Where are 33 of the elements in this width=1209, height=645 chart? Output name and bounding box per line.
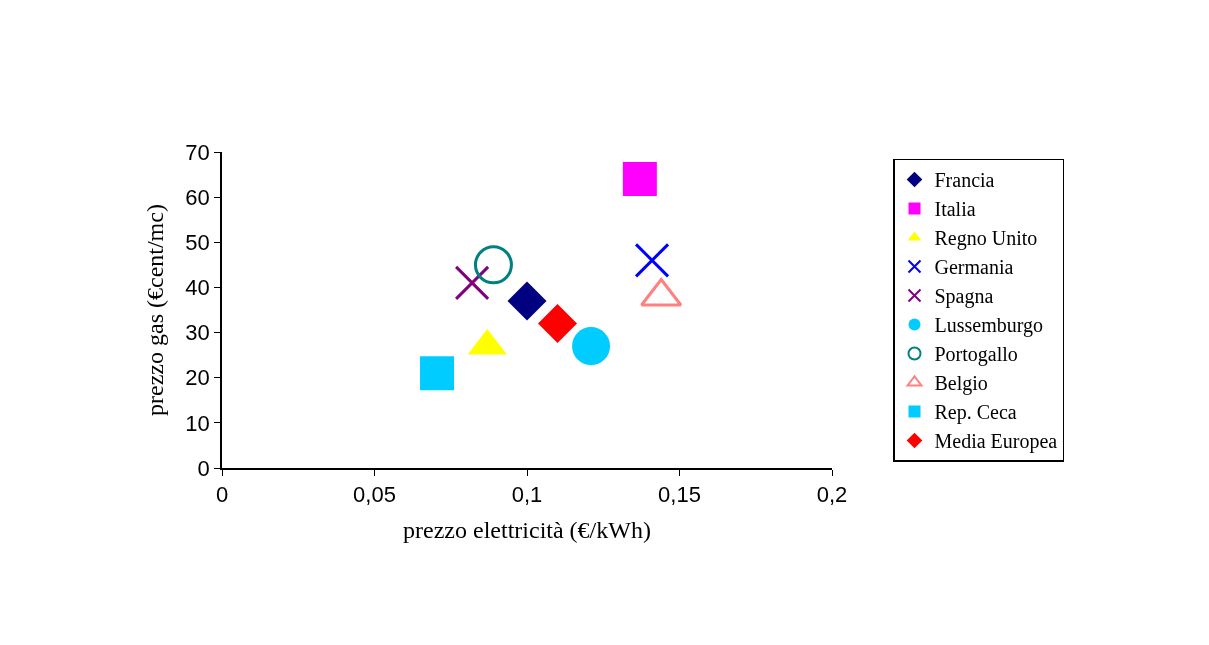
y-tick-label: 30 bbox=[185, 320, 210, 346]
legend-label: Belgio bbox=[934, 372, 988, 396]
legend-label: Rep. Ceca bbox=[934, 401, 1017, 425]
y-tick-label: 70 bbox=[185, 139, 210, 165]
legend-label: Media Europea bbox=[934, 430, 1058, 454]
x-tick-label: 0 bbox=[215, 482, 229, 508]
y-tick-label: 50 bbox=[185, 229, 210, 255]
legend-label: Francia bbox=[934, 169, 995, 192]
legend-label: Lussemburgo bbox=[934, 314, 1044, 338]
x-tick-label: 0,1 bbox=[511, 482, 543, 508]
legend-label: Germania bbox=[934, 256, 1014, 279]
point bbox=[454, 265, 490, 301]
legend-label: Italia bbox=[934, 198, 976, 221]
point bbox=[572, 327, 611, 366]
point bbox=[507, 281, 547, 321]
x-axis-title: prezzo elettricità (€/kWh) bbox=[403, 516, 651, 543]
y-tick-label: 60 bbox=[185, 184, 210, 210]
y-tick-label: 0 bbox=[197, 455, 210, 481]
legend-label: Portogallo bbox=[934, 343, 1018, 367]
point bbox=[473, 245, 513, 285]
legend-label: Regno Unito bbox=[934, 227, 1038, 251]
legend-label: Spagna bbox=[934, 285, 994, 309]
y-axis-title: prezzo gas (€cent/mc) bbox=[141, 204, 168, 416]
x-tick-label: 0,15 bbox=[658, 482, 701, 508]
point bbox=[622, 162, 657, 197]
y-tick-label: 40 bbox=[185, 275, 210, 301]
x-tick-label: 0,05 bbox=[353, 482, 396, 508]
point bbox=[420, 356, 455, 391]
point bbox=[634, 242, 670, 278]
y-tick-label: 20 bbox=[185, 365, 210, 391]
y-tick-label: 10 bbox=[185, 410, 210, 436]
x-tick-label: 0,2 bbox=[816, 482, 848, 508]
point bbox=[538, 304, 577, 344]
